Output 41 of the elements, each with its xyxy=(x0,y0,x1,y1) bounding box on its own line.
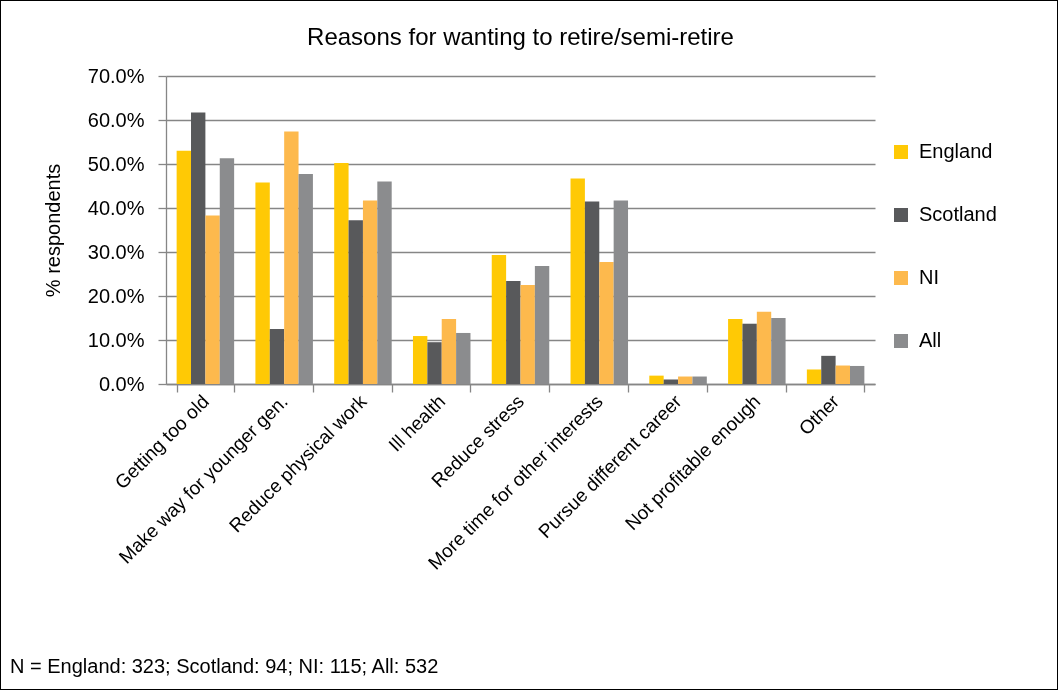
bar xyxy=(427,342,442,384)
bar xyxy=(255,182,270,384)
bar xyxy=(441,318,457,384)
bar xyxy=(348,220,363,384)
bar xyxy=(821,355,836,384)
bar xyxy=(520,285,535,384)
bar xyxy=(269,329,285,384)
bar xyxy=(835,365,850,384)
bar xyxy=(191,112,206,384)
y-tick-label: 50.0% xyxy=(87,152,145,175)
legend-label: Scotland xyxy=(919,203,997,225)
bar xyxy=(205,215,220,384)
y-tick-label: 30.0% xyxy=(87,240,145,263)
bar xyxy=(584,201,600,384)
bar xyxy=(649,375,664,384)
bar xyxy=(756,311,772,384)
bar xyxy=(362,200,378,384)
bar xyxy=(599,262,614,384)
bar xyxy=(728,318,743,384)
bar xyxy=(742,323,757,384)
chart-title: Reasons for wanting to retire/semi-retire xyxy=(307,23,734,50)
bar xyxy=(176,150,192,384)
bar xyxy=(491,255,507,384)
y-tick-label: 0.0% xyxy=(98,372,145,395)
y-tick-label: 20.0% xyxy=(87,284,145,307)
legend-label: All xyxy=(919,329,942,351)
bar xyxy=(284,131,299,384)
bar xyxy=(806,369,822,384)
bar xyxy=(334,163,349,384)
y-tick-label: 70.0% xyxy=(87,64,145,87)
y-tick-label: 40.0% xyxy=(87,196,145,219)
bar xyxy=(412,336,428,384)
bar xyxy=(570,178,585,384)
text: N = England: 323; Scotland: 94; NI: 115; All: 532 xyxy=(10,655,439,678)
bar xyxy=(678,376,693,384)
bar xyxy=(506,281,521,384)
legend-label: NI xyxy=(919,266,939,288)
y-tick-label: 10.0% xyxy=(87,328,145,351)
y-tick-label: 60.0% xyxy=(87,108,145,131)
legend-label: England xyxy=(919,140,993,162)
y-axis-title: % respondents xyxy=(41,163,64,298)
